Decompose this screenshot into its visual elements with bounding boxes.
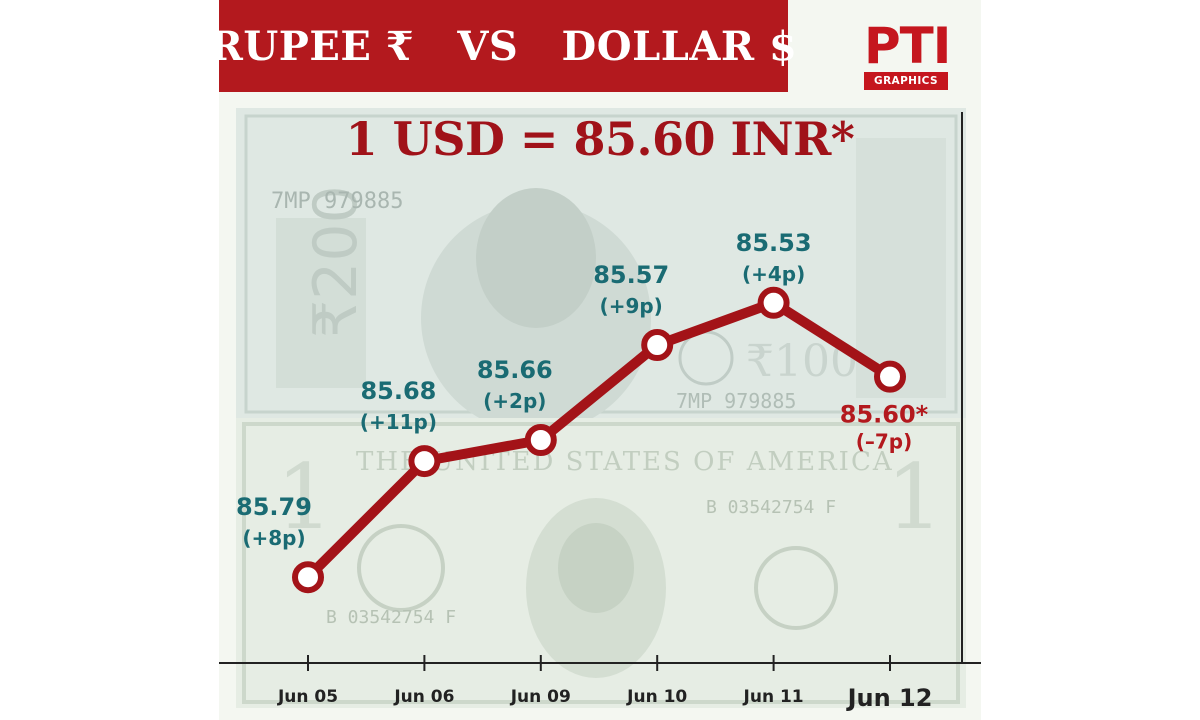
title-banner: RUPEE ₹ VS DOLLAR $ xyxy=(210,0,797,92)
x-tick-label: Jun 06 xyxy=(393,687,454,707)
x-tick-label: Jun 05 xyxy=(277,687,338,707)
x-tick-label: Jun 09 xyxy=(510,687,571,707)
chart-title: RUPEE ₹ VS DOLLAR $ xyxy=(209,22,798,70)
data-label-change: (+4p) xyxy=(742,262,805,286)
data-label-value: 85.68 xyxy=(360,377,436,405)
data-label-change: (+9p) xyxy=(600,294,663,318)
data-label-value: 85.66 xyxy=(477,356,553,384)
exchange-rate-headline: 1 USD = 85.60 INR* xyxy=(345,112,855,166)
x-tick-label: Jun 12 xyxy=(846,684,933,712)
svg-text:1: 1 xyxy=(886,445,943,550)
svg-text:7MP 979885: 7MP 979885 xyxy=(676,389,796,413)
data-label-value: 85.60* xyxy=(840,401,929,429)
series-line xyxy=(303,297,895,583)
data-label-change: (–7p) xyxy=(856,430,913,454)
data-label-change: (+8p) xyxy=(242,526,305,550)
data-point xyxy=(408,445,441,478)
svg-text:B 03542754 F: B 03542754 F xyxy=(326,607,456,628)
logo-subtitle: GRAPHICS xyxy=(864,72,948,90)
data-label-change: (+2p) xyxy=(483,389,546,413)
data-label-value: 85.53 xyxy=(736,229,812,257)
x-tick-label: Jun 10 xyxy=(626,687,687,707)
data-point xyxy=(874,360,906,393)
svg-text:1: 1 xyxy=(276,445,333,550)
x-tick-label: Jun 11 xyxy=(743,687,804,707)
rupee-note-illustration: ₹200 7MP 979885 ₹100 7MP 979885 xyxy=(236,108,966,420)
data-label-value: 85.57 xyxy=(593,261,669,289)
svg-text:7MP 979885: 7MP 979885 xyxy=(271,189,403,214)
pti-graphics-logo: PTI GRAPHICS xyxy=(864,17,951,92)
svg-text:₹200: ₹200 xyxy=(301,185,371,338)
dollar-note-illustration: THE UNITED STATES OF AMERICA 1 1 B 03542… xyxy=(236,418,966,708)
data-point xyxy=(757,286,790,319)
data-label-change: (+11p) xyxy=(360,410,437,434)
logo-wordmark: PTI xyxy=(864,17,951,75)
data-point xyxy=(641,329,674,361)
data-point xyxy=(524,424,557,456)
svg-text:B 03542754 F: B 03542754 F xyxy=(706,497,836,518)
data-label-value: 85.79 xyxy=(236,493,312,521)
data-point xyxy=(292,561,324,594)
